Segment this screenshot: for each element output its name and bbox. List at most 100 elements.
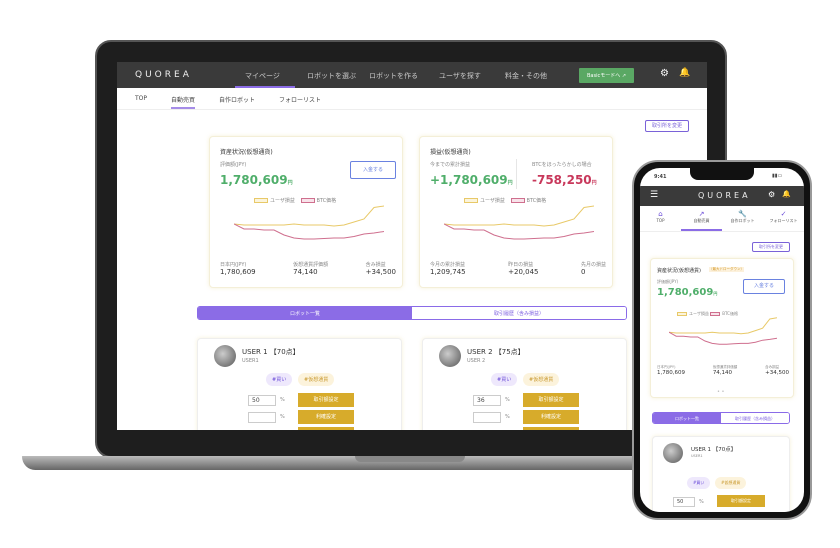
- tag-crypto[interactable]: #仮想通貨: [523, 373, 560, 386]
- nav-find-user[interactable]: ユーザを探す: [439, 72, 481, 80]
- take-profit-button[interactable]: 利確設定: [523, 410, 579, 424]
- amount-stepper[interactable]: 50: [673, 497, 695, 507]
- hamburger-icon[interactable]: ☰: [650, 190, 659, 200]
- tag-buy[interactable]: #買い: [266, 373, 293, 386]
- tab-robot-list[interactable]: ロボット一覧: [198, 307, 412, 319]
- btc-hold-value: -758,250: [532, 173, 592, 187]
- profit-stats: 今月の累計損益 1,209,745 昨日の損益 +20,045 先月の損益 0: [430, 261, 606, 276]
- subnav-top[interactable]: TOP: [135, 95, 148, 102]
- logo: QUOREA: [698, 191, 751, 200]
- trade-amount-button[interactable]: 取引額設定: [717, 495, 765, 507]
- tab-auto-trade[interactable]: ↗ 自動売買: [681, 206, 722, 231]
- tab-robot-list[interactable]: ロボット一覧: [653, 413, 721, 423]
- carousel-dots[interactable]: • •: [717, 389, 725, 395]
- drawdown-badge: （最大ドローダウン）: [709, 267, 744, 272]
- nav-pricing[interactable]: 料金・その他: [505, 72, 547, 80]
- unit: 円: [507, 180, 513, 186]
- nav-choose-robot[interactable]: ロボットを選ぶ: [307, 72, 356, 80]
- take-profit-input[interactable]: [248, 412, 276, 423]
- legend-swatch-user: [254, 198, 268, 203]
- change-exchange-button[interactable]: 取引所を変更: [645, 120, 689, 132]
- tab-trade-history[interactable]: 取引履歴（含み損益）: [721, 413, 789, 423]
- amount-stepper[interactable]: 50: [248, 395, 276, 406]
- legend-swatch-btc: [300, 198, 315, 203]
- tab-top[interactable]: ⌂ TOP: [640, 206, 681, 231]
- series-line-user: [669, 317, 777, 335]
- basic-mode-label: Basicモードへ: [587, 73, 621, 79]
- legend-swatch-user: [464, 198, 478, 203]
- valuation-number: 1,780,609: [220, 173, 288, 187]
- more-button[interactable]: [523, 427, 579, 430]
- stat: 含み損益 +34,500: [366, 261, 396, 276]
- robot-card[interactable]: USER 2 【75点】 USER 2 #買い #仮想通貨 36 % % 取引額…: [422, 338, 627, 430]
- stat-label: 仮想通貨評価額: [293, 262, 329, 268]
- stat: 仮想通貨評価額 74,140: [713, 365, 738, 376]
- stat-value: +34,500: [765, 370, 789, 376]
- avatar: [214, 345, 236, 367]
- stat-label: 今月の累計損益: [430, 262, 466, 268]
- tag-crypto[interactable]: #仮想通貨: [715, 477, 747, 489]
- legend-swatch-user: [677, 312, 687, 316]
- nav-make-robot[interactable]: ロボットを作る: [369, 72, 418, 80]
- stat-value: 1,209,745: [430, 268, 466, 276]
- home-icon: ⌂: [658, 210, 663, 218]
- nav-active-indicator: [235, 86, 295, 88]
- percent-label: %: [699, 499, 704, 505]
- clock: 9:41: [654, 174, 667, 180]
- top-navbar: QUOREA マイページ ロボットを選ぶ ロボットを作る ユーザを探す 料金・そ…: [117, 62, 707, 88]
- subnav-follow-list[interactable]: フォローリスト: [279, 97, 322, 104]
- unit: 円: [713, 291, 718, 296]
- robot-card[interactable]: USER 1 【70点】 USER1 #買い #仮想通貨 50 % % 取引額設…: [197, 338, 402, 430]
- tab-follow-list[interactable]: ✓ フォローリスト: [763, 206, 804, 231]
- chart-legend: ユーザ損益 BTC価格: [254, 197, 336, 204]
- total-profit: +1,780,609円: [430, 173, 513, 187]
- assets-stats: 日本円(JPY) 1,780,609 仮想通貨評価額 74,140 含み損益 +34,…: [657, 365, 789, 376]
- bell-icon[interactable]: 🔔: [782, 190, 791, 198]
- assets-title: 資産状況(仮想通貨): [220, 149, 273, 156]
- basic-mode-button[interactable]: Basicモードへ ↗: [579, 68, 635, 83]
- tag-buy[interactable]: #買い: [491, 373, 518, 386]
- tag-buy[interactable]: #買い: [687, 477, 711, 489]
- subnav-own-robot[interactable]: 自作ロボット: [219, 97, 256, 104]
- take-profit-button[interactable]: 利確設定: [298, 410, 354, 424]
- trade-amount-button[interactable]: 取引額設定: [298, 393, 354, 407]
- legend-user: ユーザ損益: [480, 198, 505, 204]
- stat: 日本円(JPY) 1,780,609: [657, 365, 685, 376]
- series-line-btc: [669, 331, 777, 345]
- percent-label: %: [280, 397, 285, 403]
- phone-tabs: ⌂ TOP ↗ 自動売買 🔧 自作ロボット ✓ フォローリスト: [640, 206, 804, 232]
- more-button[interactable]: [298, 427, 354, 430]
- robot-card[interactable]: USER 1 【70点】 USER1 #買い #仮想通貨 50 % 取引額設定: [652, 436, 790, 512]
- tag-crypto[interactable]: #仮想通貨: [298, 373, 335, 386]
- stat-value: 74,140: [293, 268, 318, 276]
- laptop-notch: [355, 456, 465, 462]
- robot-user: USER1: [242, 358, 259, 364]
- gear-icon[interactable]: ⚙: [768, 190, 776, 199]
- valuation-value: 1,780,609円: [657, 287, 717, 298]
- amount-stepper[interactable]: 36: [473, 395, 501, 406]
- change-exchange-button[interactable]: 取引所を変更: [752, 242, 790, 252]
- trade-amount-button[interactable]: 取引額設定: [523, 393, 579, 407]
- battery-icon: ▮▮▭: [772, 173, 783, 179]
- bell-icon[interactable]: 🔔: [679, 68, 691, 78]
- stat-value: 0: [580, 268, 586, 276]
- stat-value: +20,045: [508, 268, 539, 276]
- stat-label: 日本円(JPY): [657, 365, 676, 369]
- tab-own-robot[interactable]: 🔧 自作ロボット: [722, 206, 763, 231]
- stat-label: 含み損益: [365, 262, 386, 268]
- btc-hold-label: BTCをほったらかしの場合: [532, 162, 592, 168]
- stat-value: 1,780,609: [220, 268, 256, 276]
- profit-card: 損益(仮想通貨) 今までの累計損益 +1,780,609円 BTCをほったらかし…: [419, 136, 613, 288]
- deposit-button[interactable]: 入金する: [350, 161, 396, 179]
- take-profit-input[interactable]: [473, 412, 501, 423]
- nav-mypage[interactable]: マイページ: [245, 72, 280, 80]
- legend-btc: BTC価格: [526, 198, 547, 204]
- stat-value: 74,140: [712, 370, 733, 376]
- tab-label: TOP: [656, 218, 665, 223]
- subnav-auto-trade[interactable]: 自動売買: [171, 95, 196, 109]
- tab-trade-history[interactable]: 取引履歴（含み損益）: [412, 307, 626, 319]
- list-tabs: ロボット一覧 取引履歴（含み損益）: [197, 306, 627, 320]
- gear-icon[interactable]: ⚙: [660, 68, 669, 79]
- deposit-button[interactable]: 入金する: [743, 279, 785, 294]
- robot-user: USER 2: [467, 358, 486, 364]
